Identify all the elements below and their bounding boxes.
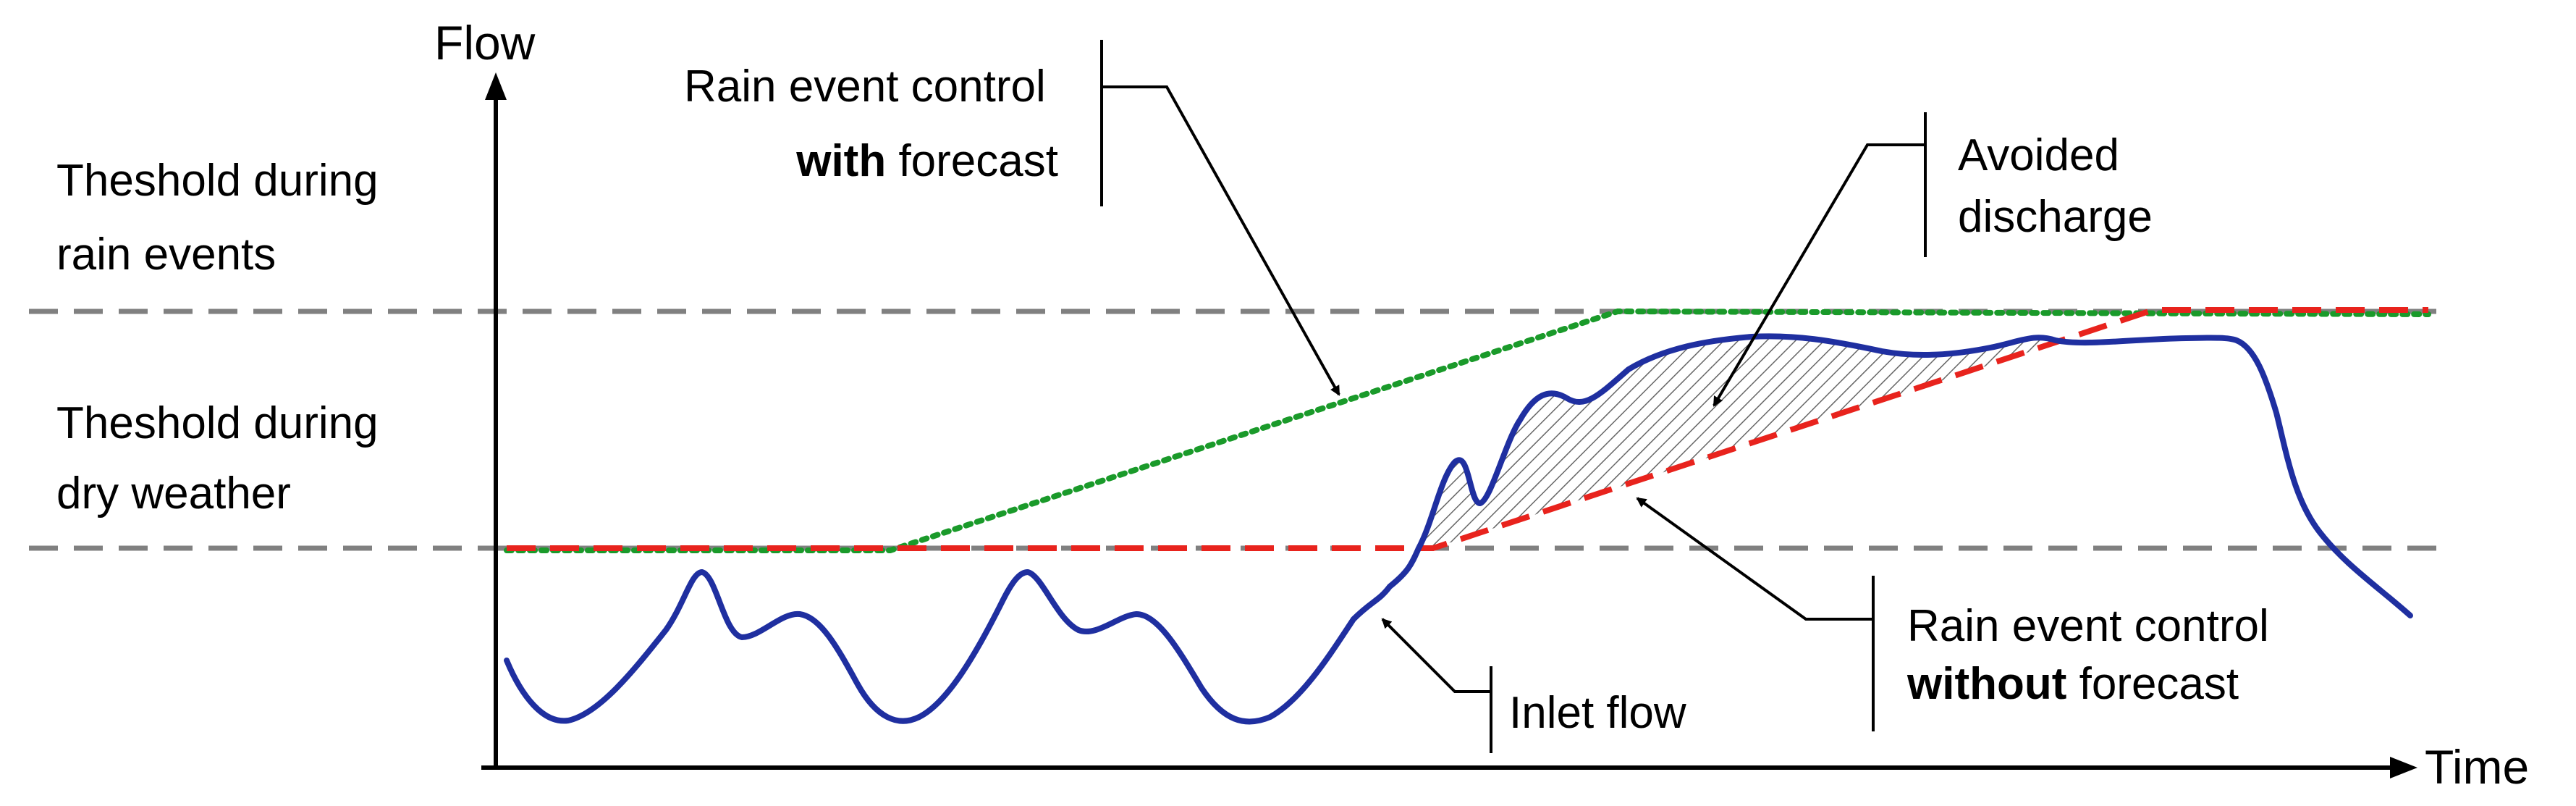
without-forecast-line: [507, 307, 2428, 551]
x-axis-title: Time: [2425, 740, 2529, 794]
without-forecast-label: Rain event control without forecast: [1906, 601, 2281, 709]
avoided-discharge-label: Avoided discharge: [1958, 130, 2153, 242]
inlet-flow-label: Inlet flow: [1509, 688, 1686, 738]
with-forecast-leader: [1102, 85, 1340, 396]
inlet-flow-curve: [504, 333, 2413, 725]
with-forecast-label: Rain event control with forecast: [684, 62, 1058, 186]
x-axis-arrow: [2390, 757, 2417, 778]
avoided-discharge-area: [1415, 336, 2069, 548]
y-axis-arrow: [485, 72, 507, 100]
without-forecast-leader: [1636, 497, 1873, 621]
avoided-leader: [1713, 143, 1925, 407]
inlet-leader: [1381, 618, 1491, 693]
rain-threshold-label: Theshold during rain events: [56, 156, 391, 280]
y-axis-title: Flow: [434, 16, 536, 70]
dry-threshold-label: Theshold during dry weather: [56, 398, 391, 519]
